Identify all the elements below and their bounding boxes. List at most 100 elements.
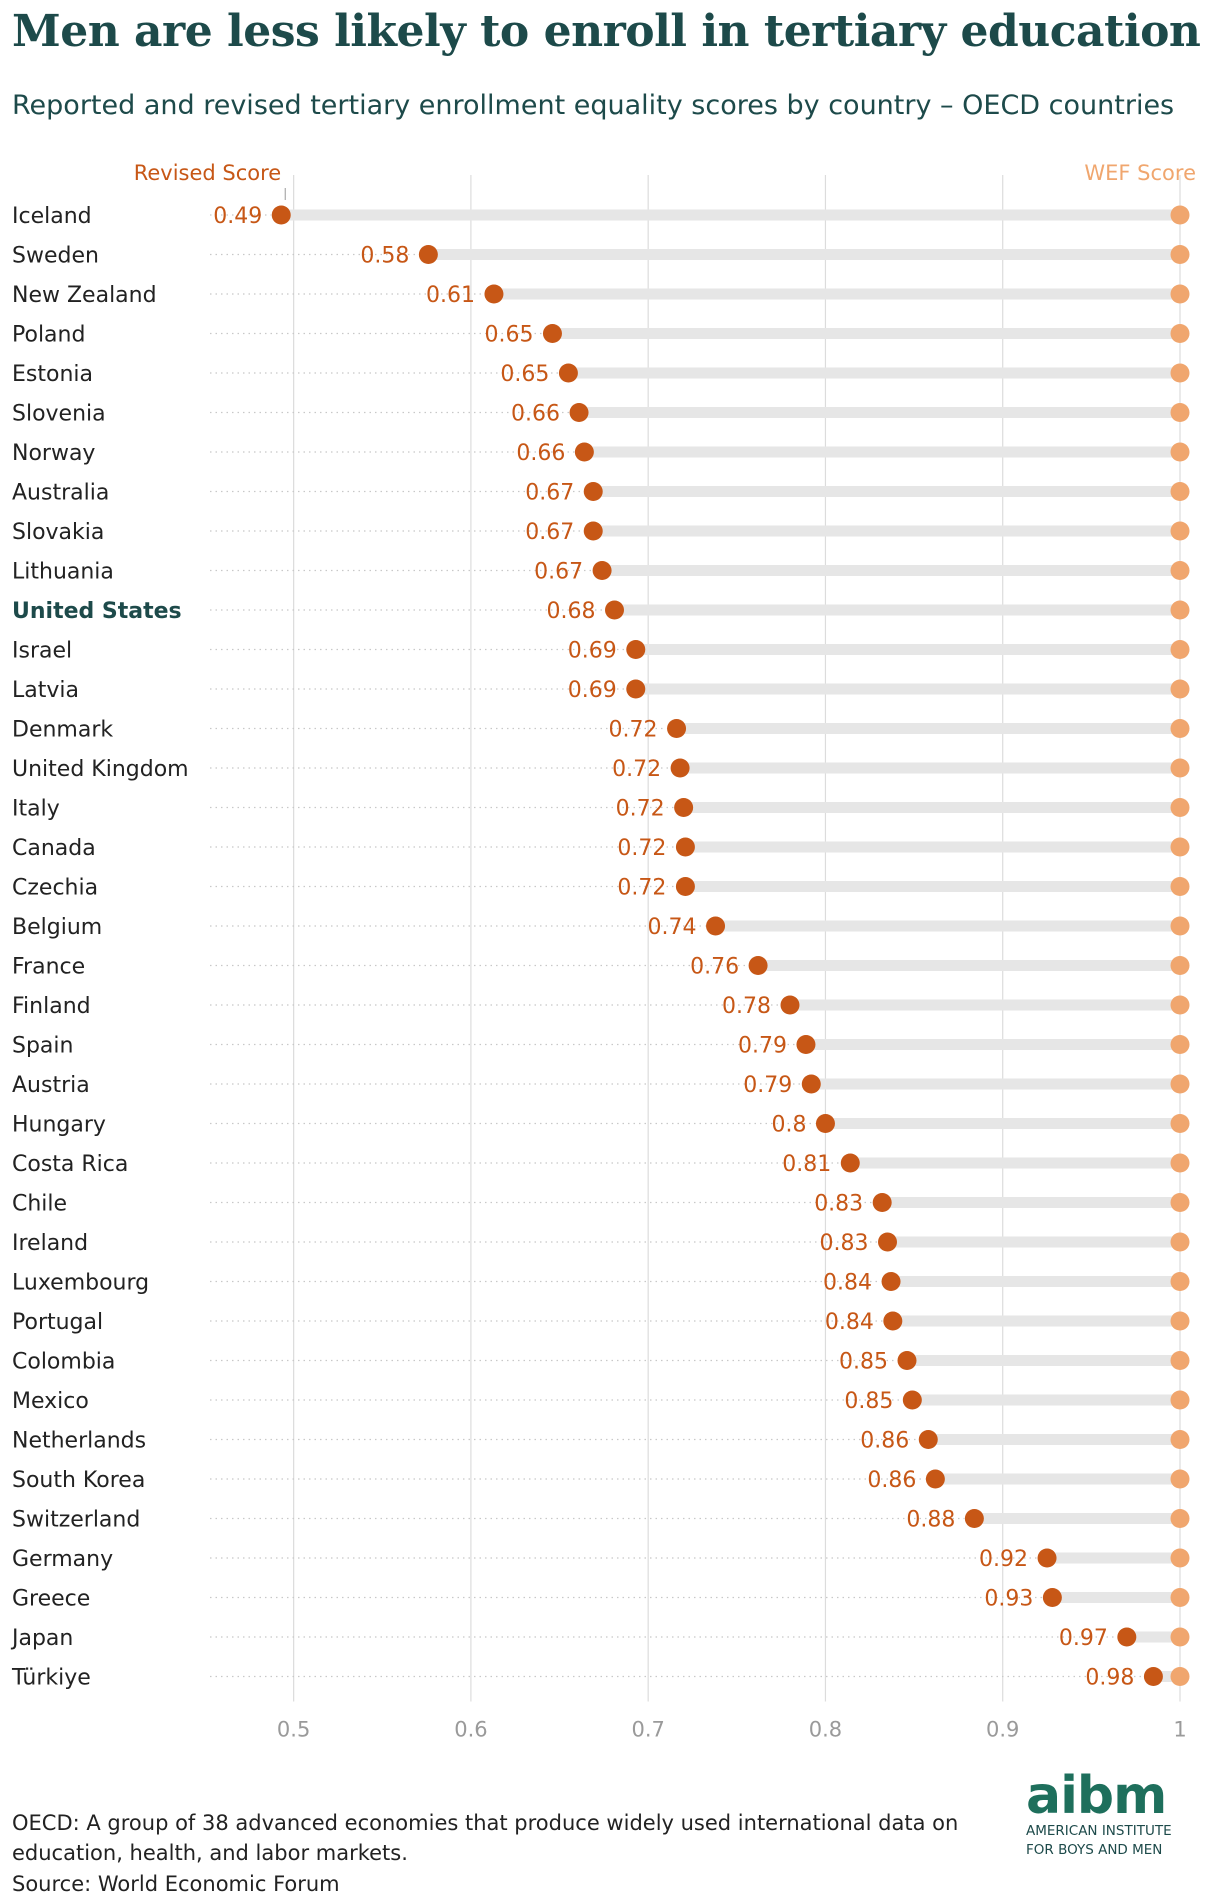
revised-score-dot	[780, 995, 800, 1015]
revised-score-dot	[271, 205, 291, 225]
wef-score-dot	[1170, 1667, 1190, 1686]
revised-score-dot	[840, 1153, 860, 1173]
revised-score-dot	[883, 1311, 903, 1331]
country-label: Portugal	[12, 1310, 103, 1335]
revised-score-dot	[925, 1469, 945, 1489]
wef-score-dot	[1170, 1074, 1190, 1094]
dumbbell-chart: 0.5 0.6 0.7 0.8 0.9 1 Revised Score WEF Score 0.…	[10, 161, 1196, 1742]
revised-value-label: 0.84	[823, 1271, 872, 1296]
revised-score-dot	[801, 1074, 821, 1094]
revised-score-dot	[675, 837, 695, 857]
revised-value-label: 0.72	[617, 836, 666, 861]
revised-value-label: 0.65	[500, 362, 549, 387]
chart-title: Men are less likely to enroll in tertiar…	[12, 6, 1201, 57]
revised-score-dot	[706, 916, 726, 936]
revised-value-label: 0.72	[617, 876, 666, 901]
wef-score-dot	[1170, 837, 1190, 857]
revised-value-label: 0.78	[722, 994, 771, 1019]
country-label: Slovakia	[12, 520, 104, 545]
wef-score-dot	[1170, 1114, 1190, 1133]
wef-score-dot	[1170, 1311, 1190, 1331]
revised-value-label: 0.66	[516, 441, 565, 466]
revised-value-label: 0.61	[426, 283, 475, 308]
revised-score-dot	[675, 877, 695, 896]
wef-score-dot	[1170, 1469, 1190, 1489]
country-label: South Korea	[12, 1468, 145, 1493]
logo-line-1: AMERICAN INSTITUTE	[1026, 1823, 1172, 1839]
revised-value-label: 0.84	[825, 1310, 874, 1335]
country-label: New Zealand	[12, 283, 157, 308]
wef-score-dot	[1170, 1232, 1190, 1252]
revised-score-dot	[542, 324, 562, 343]
revised-score-dot	[796, 1035, 816, 1054]
revised-value-label: 0.66	[511, 402, 560, 427]
country-label: Slovenia	[12, 402, 106, 427]
wef-score-dot	[1170, 877, 1190, 896]
revised-value-label: 0.8	[771, 1113, 806, 1138]
revised-score-dot	[897, 1351, 917, 1370]
country-label: Japan	[10, 1626, 73, 1651]
chart-subtitle: Reported and revised tertiary enrollment…	[12, 90, 1175, 121]
country-label: Costa Rica	[12, 1152, 128, 1177]
revised-value-label: 0.65	[484, 323, 533, 348]
revised-score-dot	[605, 600, 624, 620]
revised-score-dot	[583, 521, 603, 541]
country-label: Germany	[12, 1547, 113, 1572]
country-label: Czechia	[12, 876, 98, 901]
revised-score-dot	[748, 956, 768, 975]
wef-score-dot	[1170, 284, 1190, 304]
logo-line-2: FOR BOYS AND MEN	[1026, 1842, 1163, 1858]
revised-score-dot	[569, 403, 589, 422]
country-label: Chile	[12, 1192, 67, 1217]
revised-value-label: 0.86	[860, 1429, 909, 1454]
wef-score-dot	[1170, 956, 1190, 975]
wef-score-dot	[1170, 324, 1190, 343]
revised-score-dot	[872, 1193, 892, 1212]
wef-score-dot	[1170, 205, 1190, 225]
revised-score-dot	[964, 1509, 984, 1528]
country-label: Denmark	[12, 718, 113, 743]
x-tick-label: 0.5	[277, 1718, 310, 1742]
country-label: Colombia	[12, 1350, 115, 1375]
wef-score-dot	[1170, 1351, 1190, 1370]
x-tick-label: 0.7	[631, 1718, 664, 1742]
revised-score-dot	[670, 758, 690, 778]
legend-revised-score: Revised Score	[134, 161, 282, 185]
wef-score-dot	[1170, 1153, 1190, 1173]
country-label: Israel	[12, 639, 72, 664]
revised-value-label: 0.67	[525, 520, 574, 545]
x-tick-label: 0.9	[986, 1718, 1019, 1742]
wef-score-dot	[1170, 1272, 1190, 1291]
country-label: United States	[12, 599, 182, 624]
wef-score-dot	[1170, 1588, 1190, 1607]
revised-value-label: 0.67	[525, 481, 574, 506]
country-label: Luxembourg	[12, 1271, 149, 1296]
country-label: Italy	[12, 797, 60, 822]
revised-value-label: 0.72	[609, 718, 658, 743]
revised-value-label: 0.83	[814, 1192, 863, 1217]
revised-score-dot	[626, 679, 646, 699]
wef-score-dot	[1170, 758, 1190, 778]
revised-score-dot	[1042, 1588, 1062, 1607]
x-tick-label: 0.6	[454, 1718, 487, 1742]
country-label: Latvia	[12, 678, 79, 703]
wef-score-dot	[1170, 600, 1190, 620]
revised-value-label: 0.85	[839, 1350, 888, 1375]
logo-wordmark: aibm	[1026, 1766, 1167, 1826]
country-label: Türkiye	[11, 1666, 91, 1691]
revised-value-label: 0.86	[867, 1468, 916, 1493]
revised-score-dot	[918, 1430, 938, 1449]
revised-score-dot	[881, 1272, 901, 1291]
wef-score-dot	[1170, 1627, 1190, 1647]
wef-score-dot	[1170, 1548, 1190, 1568]
revised-score-dot	[583, 482, 603, 501]
wef-score-dot	[1170, 719, 1190, 738]
revised-value-label: 0.68	[547, 599, 596, 624]
country-label: United Kingdom	[12, 757, 189, 782]
revised-value-label: 0.97	[1059, 1626, 1108, 1651]
wef-score-dot	[1170, 363, 1190, 383]
revised-score-dot	[418, 245, 438, 264]
wef-score-dot	[1170, 679, 1190, 699]
country-label: Hungary	[12, 1113, 106, 1138]
wef-score-dot	[1170, 1193, 1190, 1212]
